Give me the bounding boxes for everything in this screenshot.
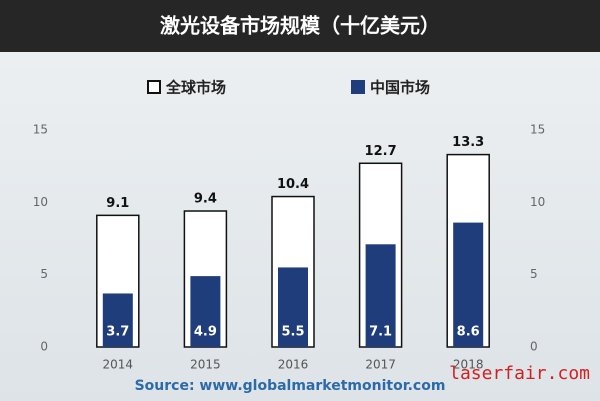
bar [190, 276, 221, 347]
legend-swatch [351, 80, 365, 94]
y2-tick-label: 5 [530, 267, 538, 281]
bar [102, 293, 133, 347]
value-label: 10.4 [277, 177, 309, 192]
bar [278, 267, 308, 347]
legend-label: 全球市场 [165, 79, 226, 97]
value-label: 8.6 [457, 325, 480, 340]
y2-tick-label: 15 [530, 123, 545, 137]
bar [365, 244, 396, 347]
value-label: 5.5 [281, 325, 304, 340]
chart-title: 激光设备市场规模（十亿美元） [160, 14, 440, 38]
value-label: 13.3 [452, 135, 484, 150]
value-label: 3.7 [106, 325, 129, 340]
x-tick-label: 2016 [278, 358, 309, 372]
value-label: 9.1 [106, 196, 129, 211]
bar [453, 222, 484, 347]
watermark: laserfair.com [449, 363, 590, 384]
legend-swatch [147, 80, 161, 94]
y-tick-label: 5 [40, 267, 48, 281]
legend-label: 中国市场 [370, 79, 430, 97]
y-tick-label: 0 [40, 340, 48, 354]
value-label: 12.7 [365, 144, 397, 159]
y2-tick-label: 10 [530, 195, 545, 209]
y-tick-label: 10 [33, 195, 48, 209]
value-label: 9.4 [194, 192, 217, 207]
source: Source: www.globalmarketmonitor.com [135, 378, 446, 394]
y-tick-label: 15 [33, 123, 48, 137]
title-bar [0, 0, 600, 52]
value-label: 7.1 [369, 325, 392, 340]
x-tick-label: 2015 [190, 358, 221, 372]
x-tick-label: 2017 [365, 358, 396, 372]
value-label: 4.9 [194, 325, 217, 340]
x-tick-label: 2014 [103, 358, 134, 372]
y2-tick-label: 0 [530, 340, 538, 354]
x-tick-label: 2018 [453, 358, 484, 372]
